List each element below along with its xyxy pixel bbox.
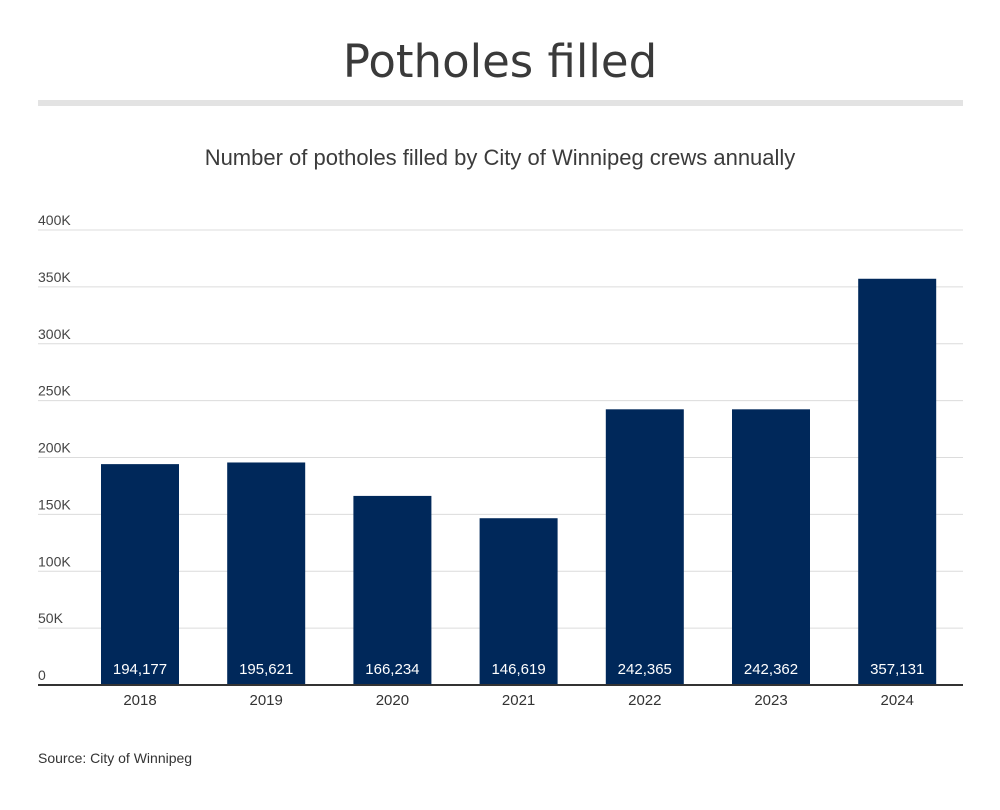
x-tick-label-2021: 2021	[502, 692, 535, 709]
chart-title: Potholes filled	[342, 35, 658, 88]
y-tick-label: 100K	[38, 553, 71, 569]
y-axis-ticks: 0 50K 100K 150K 200K 250K 300K 350K 400K	[38, 212, 71, 683]
x-tick-label-2020: 2020	[376, 692, 409, 709]
bars	[101, 278, 937, 685]
data-label-2020: 166,234	[365, 661, 419, 678]
x-tick-label-2019: 2019	[250, 692, 283, 709]
data-label-2019: 195,621	[239, 661, 293, 678]
bar-2019	[227, 462, 306, 685]
data-label-2021: 146,619	[491, 661, 545, 678]
y-tick-label: 350K	[38, 269, 71, 285]
x-tick-label-2024: 2024	[881, 692, 914, 709]
y-tick-label: 300K	[38, 326, 71, 342]
chart-subtitle: Number of potholes filled by City of Win…	[204, 145, 796, 170]
bar-2021	[479, 518, 558, 685]
bar-2023	[732, 409, 810, 685]
bar-2020	[353, 495, 432, 685]
bar-2018	[101, 464, 179, 685]
x-tick-label-2018: 2018	[123, 692, 156, 709]
data-label-2023: 242,362	[744, 661, 798, 678]
data-label-2022: 242,365	[618, 661, 672, 678]
y-tick-label: 150K	[38, 496, 71, 512]
y-tick-label: 250K	[38, 383, 71, 399]
y-tick-label: 400K	[38, 212, 71, 228]
x-tick-label-2023: 2023	[754, 692, 787, 709]
x-tick-label-2022: 2022	[628, 692, 661, 709]
data-label-2018: 194,177	[113, 661, 167, 678]
y-tick-label: 50K	[38, 610, 64, 626]
y-tick-label: 0	[38, 667, 46, 683]
bar-2024	[858, 278, 937, 685]
source-note: Source: City of Winnipeg	[38, 750, 193, 766]
data-labels: 194,177 195,621 166,234 146,619 242,365 242,3…	[113, 661, 924, 678]
data-label-2024: 357,131	[870, 661, 924, 678]
y-tick-label: 200K	[38, 440, 71, 456]
title-divider	[38, 100, 963, 106]
bar-2022	[605, 409, 684, 685]
x-axis-ticks: 2018 2019 2020 2021 2022 2023 2024	[123, 692, 914, 709]
